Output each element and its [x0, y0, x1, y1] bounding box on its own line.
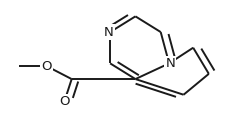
Text: O: O: [59, 95, 70, 108]
Text: N: N: [104, 25, 114, 39]
Text: O: O: [41, 60, 52, 72]
Text: N: N: [166, 57, 175, 70]
